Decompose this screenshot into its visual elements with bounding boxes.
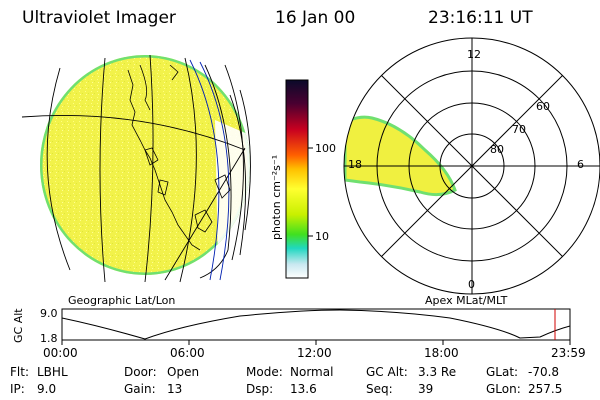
- glat-value: -70.8: [528, 365, 560, 379]
- polar-map-label: Apex MLat/MLT: [425, 294, 508, 307]
- instrument-title: Ultraviolet Imager: [22, 8, 176, 28]
- x-tick-0600: 06:00: [170, 346, 205, 360]
- earth-disk-image: [40, 55, 250, 275]
- mlt-label-18: 18: [348, 158, 362, 171]
- x-tick-1800: 18:00: [424, 346, 459, 360]
- lat-label-80: 80: [490, 143, 504, 156]
- mlt-label-12: 12: [467, 48, 481, 61]
- polar-grid: [343, 37, 600, 295]
- colorbar-unit-label: photon cm⁻²s⁻¹: [270, 155, 283, 240]
- gain-label: Gain:: [124, 382, 156, 396]
- dsp-label: Dsp:: [246, 382, 274, 396]
- altitude-plot-frame: [61, 308, 571, 341]
- door-value: Open: [167, 365, 200, 379]
- seq-value: 39: [418, 382, 434, 396]
- lat-lon-grid: [21, 54, 251, 283]
- altitude-x-ticks: [61, 340, 571, 345]
- glon-label: GLon:: [486, 382, 521, 396]
- ip-label: IP:: [10, 382, 25, 396]
- lat-label-60: 60: [536, 100, 550, 113]
- colorbar-gradient: [285, 79, 309, 279]
- seq-label: Seq:: [366, 382, 393, 396]
- gcalt-value: 3.3 Re: [418, 365, 457, 379]
- flt-value: LBHL: [37, 365, 68, 379]
- colorbar-tick-100: 100: [315, 142, 336, 155]
- coastlines: [127, 64, 231, 251]
- observation-date: 16 Jan 00: [275, 8, 356, 28]
- mlt-label-6: 6: [577, 158, 584, 171]
- mode-value: Normal: [290, 365, 334, 379]
- colorbar-tick-10: 10: [315, 230, 329, 243]
- dsp-value: 13.6: [290, 382, 317, 396]
- altitude-ylabel: GC Alt: [12, 308, 25, 343]
- glon-value: 257.5: [528, 382, 563, 396]
- mlt-label-0: 0: [468, 278, 475, 291]
- x-tick-2359: 23:59: [551, 346, 586, 360]
- alt-tick-1.8: 1.8: [40, 332, 58, 345]
- gain-value: 13: [167, 382, 183, 396]
- observation-time: 23:16:11 UT: [428, 8, 533, 28]
- terminator-lines: [189, 59, 230, 281]
- glat-label: GLat:: [486, 365, 519, 379]
- geo-map-label: Geographic Lat/Lon: [68, 294, 175, 307]
- alt-tick-9: 9.0: [40, 307, 58, 320]
- altitude-curve: [61, 309, 571, 340]
- x-tick-0000: 00:00: [43, 346, 78, 360]
- lat-label-70: 70: [512, 123, 526, 136]
- x-tick-1200: 12:00: [297, 346, 332, 360]
- auroral-oval-image: [344, 115, 457, 197]
- gcalt-label: GC Alt:: [366, 365, 408, 379]
- mode-label: Mode:: [246, 365, 283, 379]
- ip-value: 9.0: [37, 382, 57, 396]
- flt-label: Flt:: [10, 365, 29, 379]
- door-label: Door:: [124, 365, 157, 379]
